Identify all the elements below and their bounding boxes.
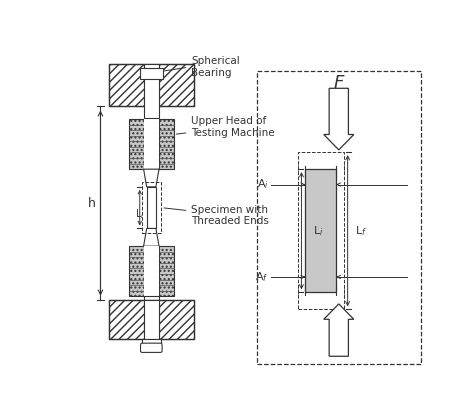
Polygon shape xyxy=(159,300,194,339)
Text: Spherical
Bearing: Spherical Bearing xyxy=(164,56,240,78)
FancyBboxPatch shape xyxy=(140,343,162,352)
Text: h: h xyxy=(88,197,96,210)
Text: F: F xyxy=(334,74,344,92)
Polygon shape xyxy=(144,169,159,187)
Bar xyxy=(144,296,159,300)
Polygon shape xyxy=(109,300,144,339)
Bar xyxy=(298,152,344,309)
Bar xyxy=(129,119,173,169)
Bar xyxy=(144,63,159,117)
Text: Upper Head of
Testing Machine: Upper Head of Testing Machine xyxy=(176,116,275,138)
Text: A$_i$: A$_i$ xyxy=(256,178,268,191)
Bar xyxy=(257,71,421,364)
Bar xyxy=(140,68,163,79)
Text: A$_f$: A$_f$ xyxy=(255,270,268,284)
Bar xyxy=(144,119,159,169)
Text: Specimen with
Threaded Ends: Specimen with Threaded Ends xyxy=(164,205,269,226)
FancyArrow shape xyxy=(324,304,354,356)
Bar xyxy=(142,339,161,345)
Bar xyxy=(305,169,336,292)
Text: L$_i$: L$_i$ xyxy=(135,207,145,221)
Bar xyxy=(129,246,173,296)
Bar xyxy=(142,182,161,233)
Polygon shape xyxy=(144,228,159,246)
Polygon shape xyxy=(109,63,144,106)
Polygon shape xyxy=(159,63,194,106)
Text: L$_f$: L$_f$ xyxy=(356,224,367,238)
Bar xyxy=(109,300,194,339)
Bar xyxy=(144,246,159,296)
Bar xyxy=(144,300,159,339)
Text: L$_i$: L$_i$ xyxy=(313,224,324,238)
FancyArrow shape xyxy=(324,88,354,150)
Bar xyxy=(109,63,194,106)
Bar xyxy=(146,187,156,228)
